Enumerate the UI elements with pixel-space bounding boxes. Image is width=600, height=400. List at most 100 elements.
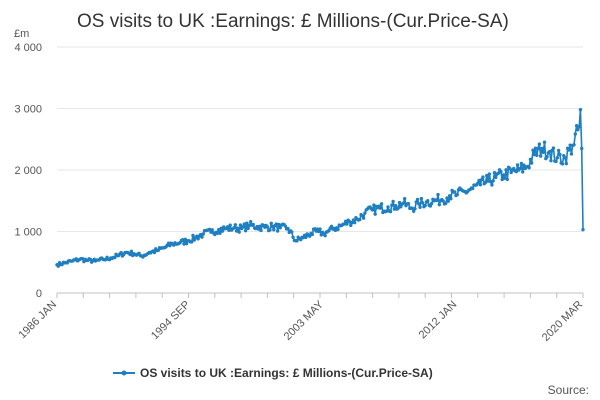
- data-point[interactable]: [215, 231, 220, 235]
- data-point[interactable]: [241, 225, 245, 229]
- data-point[interactable]: [349, 223, 353, 228]
- data-point[interactable]: [373, 212, 377, 216]
- data-point[interactable]: [418, 205, 422, 209]
- data-point[interactable]: [184, 241, 189, 246]
- data-point[interactable]: [554, 159, 558, 164]
- legend[interactable]: OS visits to UK :Earnings: £ Millions-(C…: [113, 366, 433, 380]
- data-point[interactable]: [478, 183, 483, 187]
- data-point[interactable]: [414, 200, 418, 204]
- data-point[interactable]: [182, 242, 186, 246]
- data-point[interactable]: [453, 190, 457, 194]
- data-point[interactable]: [488, 180, 493, 184]
- data-point[interactable]: [258, 224, 262, 228]
- data-point[interactable]: [232, 226, 236, 230]
- data-point[interactable]: [347, 219, 352, 224]
- data-point[interactable]: [183, 237, 187, 242]
- data-point[interactable]: [80, 257, 85, 261]
- data-point[interactable]: [555, 156, 560, 160]
- data-point[interactable]: [535, 153, 539, 157]
- data-point[interactable]: [577, 125, 581, 129]
- data-point[interactable]: [436, 192, 440, 197]
- data-point[interactable]: [275, 229, 280, 233]
- data-point[interactable]: [195, 234, 199, 238]
- data-point[interactable]: [564, 161, 569, 166]
- data-point[interactable]: [500, 177, 504, 182]
- data-point[interactable]: [265, 225, 270, 229]
- data-point[interactable]: [219, 226, 223, 231]
- data-point[interactable]: [574, 123, 579, 128]
- data-point[interactable]: [529, 161, 534, 165]
- data-point[interactable]: [352, 220, 357, 225]
- data-point[interactable]: [499, 170, 503, 174]
- data-point[interactable]: [220, 229, 225, 233]
- data-point[interactable]: [277, 222, 281, 227]
- data-point[interactable]: [207, 227, 212, 232]
- data-point[interactable]: [545, 155, 549, 159]
- data-point[interactable]: [470, 186, 475, 191]
- data-point[interactable]: [119, 251, 123, 255]
- data-point[interactable]: [343, 219, 348, 224]
- data-point[interactable]: [419, 196, 424, 201]
- data-point[interactable]: [521, 170, 525, 174]
- data-point[interactable]: [420, 201, 425, 205]
- data-point[interactable]: [437, 202, 442, 207]
- data-point[interactable]: [494, 175, 498, 180]
- data-point[interactable]: [295, 239, 299, 243]
- data-point[interactable]: [228, 223, 232, 227]
- data-point[interactable]: [417, 202, 421, 206]
- data-point[interactable]: [483, 180, 488, 185]
- data-point[interactable]: [304, 235, 308, 240]
- data-point[interactable]: [528, 157, 533, 162]
- data-point[interactable]: [542, 140, 547, 144]
- data-point[interactable]: [256, 227, 261, 231]
- data-point[interactable]: [370, 208, 375, 212]
- data-point[interactable]: [533, 146, 538, 150]
- data-point[interactable]: [399, 205, 403, 209]
- data-point[interactable]: [447, 194, 452, 198]
- data-point[interactable]: [573, 132, 577, 136]
- data-point[interactable]: [415, 197, 420, 202]
- data-point[interactable]: [308, 234, 312, 238]
- data-point[interactable]: [514, 169, 518, 174]
- data-point[interactable]: [540, 146, 544, 151]
- data-point[interactable]: [225, 225, 230, 229]
- data-point[interactable]: [236, 226, 240, 230]
- data-point[interactable]: [522, 163, 526, 167]
- data-point[interactable]: [291, 235, 295, 240]
- data-point[interactable]: [56, 264, 60, 268]
- data-point[interactable]: [278, 226, 282, 230]
- data-point[interactable]: [251, 222, 255, 227]
- data-point[interactable]: [274, 222, 279, 226]
- data-point[interactable]: [435, 198, 439, 203]
- data-point[interactable]: [290, 230, 294, 234]
- data-point[interactable]: [455, 192, 459, 197]
- data-point[interactable]: [441, 199, 445, 203]
- data-point[interactable]: [200, 235, 204, 239]
- data-point[interactable]: [504, 168, 508, 172]
- data-point[interactable]: [560, 162, 565, 166]
- data-point[interactable]: [392, 207, 397, 211]
- data-point[interactable]: [446, 199, 450, 203]
- data-point[interactable]: [268, 228, 272, 232]
- data-point[interactable]: [201, 232, 205, 236]
- data-point[interactable]: [532, 152, 536, 157]
- data-point[interactable]: [242, 222, 247, 226]
- data-point[interactable]: [445, 196, 449, 200]
- data-point[interactable]: [388, 209, 393, 214]
- data-point[interactable]: [218, 231, 222, 235]
- data-point[interactable]: [246, 226, 250, 231]
- data-point[interactable]: [358, 217, 362, 222]
- data-point[interactable]: [518, 166, 522, 171]
- data-point[interactable]: [536, 146, 540, 151]
- data-point[interactable]: [569, 152, 574, 156]
- data-point[interactable]: [350, 220, 354, 225]
- data-point[interactable]: [181, 237, 185, 242]
- data-point[interactable]: [345, 222, 349, 226]
- data-point[interactable]: [551, 146, 556, 150]
- data-point[interactable]: [423, 203, 427, 208]
- data-point[interactable]: [397, 200, 402, 205]
- data-point[interactable]: [379, 202, 384, 206]
- data-point[interactable]: [198, 232, 203, 237]
- data-point[interactable]: [393, 203, 398, 208]
- data-point[interactable]: [259, 228, 263, 233]
